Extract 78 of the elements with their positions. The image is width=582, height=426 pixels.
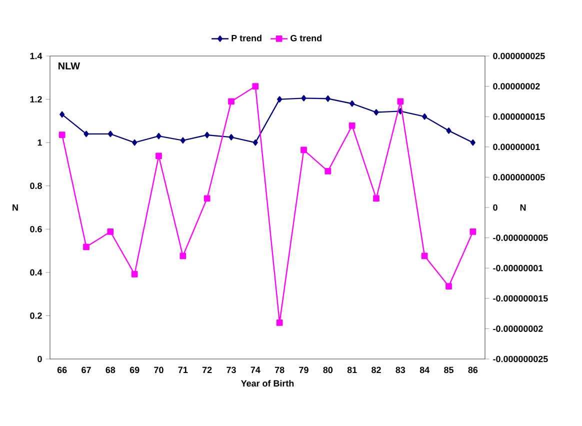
y-axis-title: N (12, 204, 18, 211)
x-tick-label: 72 (202, 366, 212, 374)
point (470, 139, 476, 146)
x-tick-label: 74 (250, 366, 260, 373)
y-tick-label: 1.4 (30, 52, 42, 60)
y2-tick-label: 0 (493, 204, 498, 211)
y-tick-label: 0.4 (30, 269, 42, 276)
x-axis-title: Year of Birth (241, 380, 294, 387)
y2-tick-label: 0.00000002 (493, 83, 540, 90)
y2-tick-label: 0.00000001 (493, 144, 540, 150)
y-tick-label: 1 (38, 139, 42, 146)
x-tick-label: 78 (274, 366, 284, 374)
x-tick-label: 67 (82, 366, 91, 374)
point (84, 130, 89, 138)
point (131, 270, 138, 278)
point (446, 127, 452, 134)
x-tick-label: 80 (323, 366, 333, 374)
point (180, 252, 186, 260)
x-tick-label: 86 (468, 366, 478, 374)
y2-tick-label: -0.000000005 (493, 234, 548, 241)
point (204, 132, 210, 138)
x-tick-label: 84 (420, 366, 430, 374)
point (108, 130, 113, 138)
x-tick-label: 81 (347, 366, 357, 374)
x-tick-label: 83 (396, 366, 406, 374)
point (58, 132, 66, 138)
x-tick-label: 66 (57, 366, 67, 374)
point (277, 96, 282, 102)
point (348, 122, 356, 129)
point (421, 252, 428, 260)
point (374, 109, 379, 116)
y2-tick-label: -0.000000025 (493, 356, 548, 362)
point (107, 228, 114, 235)
point (228, 134, 234, 140)
legend-label: G trend (290, 34, 322, 42)
x-tick-label: 69 (130, 366, 140, 374)
point (252, 83, 259, 90)
point (325, 95, 330, 102)
point (156, 132, 162, 140)
x-tick-label: 82 (372, 366, 381, 374)
point (301, 95, 306, 102)
y-tick-label: 0 (38, 356, 42, 362)
point (60, 111, 65, 118)
point (276, 319, 283, 326)
point (180, 137, 186, 144)
y2-axis-title: N (520, 204, 526, 211)
point (397, 98, 404, 105)
y2-tick-label: -0.00000001 (493, 264, 543, 272)
point (350, 100, 355, 107)
x-tick-label: 73 (226, 366, 236, 374)
x-tick-label: 79 (299, 366, 308, 374)
x-tick-label: 85 (444, 366, 454, 374)
point (156, 152, 162, 160)
y-tick-label: 0.6 (30, 226, 42, 232)
point (373, 195, 380, 202)
x-tick-label: 70 (154, 366, 164, 374)
point (470, 228, 476, 235)
y2-tick-label: -0.000000015 (493, 295, 548, 302)
legend-label: P trend (232, 34, 262, 42)
annotation: NLW (58, 62, 80, 70)
y2-tick-label: 0.000000015 (493, 113, 545, 120)
y2-tick-label: 0.000000005 (493, 174, 545, 180)
y-tick-label: 1.2 (30, 96, 42, 102)
point (252, 139, 258, 146)
y2-tick-label: 0.000000025 (493, 52, 545, 60)
point (300, 146, 307, 154)
point (422, 113, 428, 120)
x-tick-label: 68 (106, 366, 116, 374)
x-tick-label: 71 (178, 366, 188, 373)
y2-tick-label: -0.00000002 (493, 326, 543, 332)
point (228, 98, 234, 105)
y-tick-label: 0.8 (30, 182, 42, 190)
point (83, 244, 90, 250)
point (132, 139, 138, 146)
y-tick-label: 0.2 (30, 312, 42, 319)
point (204, 195, 210, 202)
point (324, 168, 332, 174)
point (446, 283, 452, 290)
